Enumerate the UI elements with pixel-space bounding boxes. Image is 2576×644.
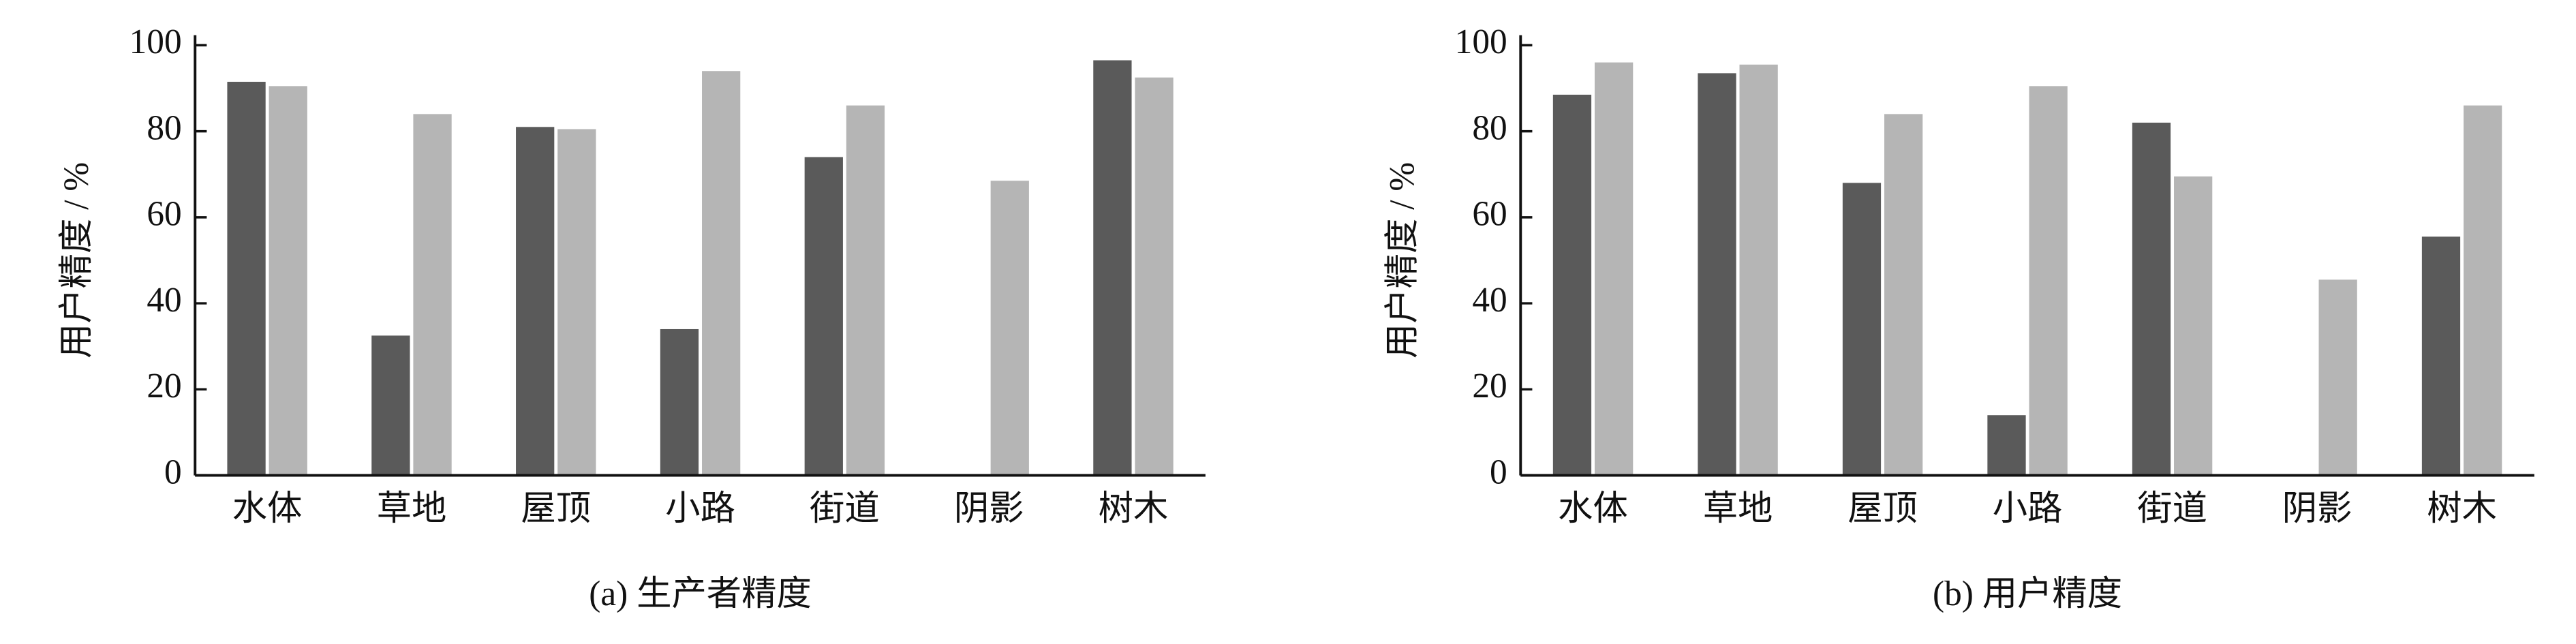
bar xyxy=(1842,183,1882,476)
x-tick-label: 树木 xyxy=(2427,489,2497,528)
x-tick-label: 阴影 xyxy=(2282,489,2352,528)
chart-caption: (b) 用户精度 xyxy=(1933,574,2122,613)
y-tick-label: 40 xyxy=(1472,281,1507,320)
y-tick-label: 80 xyxy=(1472,108,1507,147)
bar xyxy=(1987,415,2026,476)
bar xyxy=(2174,176,2213,476)
y-axis-label: 用户精度 / % xyxy=(57,162,96,358)
x-tick-label: 街道 xyxy=(810,489,880,528)
bar xyxy=(1093,60,1132,476)
x-tick-label: 水体 xyxy=(1558,489,1628,528)
x-tick-label: 小路 xyxy=(1993,489,2063,528)
bar xyxy=(846,105,885,476)
bar xyxy=(804,157,843,476)
bar xyxy=(1135,77,1174,476)
bar xyxy=(1552,94,1592,476)
bar xyxy=(1698,73,1736,476)
y-tick-label: 20 xyxy=(147,367,181,405)
bar xyxy=(702,71,741,476)
y-tick-label: 20 xyxy=(1472,367,1507,405)
bar xyxy=(1884,114,1923,476)
bar xyxy=(660,328,699,476)
x-tick-label: 树木 xyxy=(1099,489,1169,528)
bar xyxy=(2132,122,2171,476)
bar xyxy=(516,127,555,476)
y-axis-label: 用户精度 / % xyxy=(1383,162,1422,358)
bar xyxy=(2318,279,2357,476)
bar xyxy=(269,86,307,476)
bar xyxy=(2464,105,2502,476)
x-tick-label: 阴影 xyxy=(954,489,1024,528)
x-tick-label: 屋顶 xyxy=(521,489,591,528)
bar xyxy=(227,82,266,476)
x-tick-label: 草地 xyxy=(1703,489,1773,528)
x-tick-label: 水体 xyxy=(232,489,303,528)
bar xyxy=(990,181,1029,476)
chart-caption: (a) 生产者精度 xyxy=(589,574,812,613)
y-tick-label: 60 xyxy=(1472,195,1507,234)
y-tick-label: 0 xyxy=(164,453,182,491)
bar xyxy=(557,129,596,476)
bar xyxy=(413,114,452,476)
bar xyxy=(2421,236,2461,476)
x-tick-label: 草地 xyxy=(377,489,447,528)
x-tick-label: 屋顶 xyxy=(1847,489,1918,528)
y-tick-label: 100 xyxy=(129,22,182,61)
y-tick-label: 80 xyxy=(147,108,181,147)
x-tick-label: 小路 xyxy=(665,489,735,528)
y-tick-label: 60 xyxy=(147,195,181,234)
bar xyxy=(371,335,410,476)
bar xyxy=(2029,86,2068,476)
y-tick-label: 0 xyxy=(1490,453,1507,491)
x-tick-label: 街道 xyxy=(2137,489,2207,528)
bar xyxy=(1595,62,1634,476)
bar xyxy=(1739,64,1778,476)
y-tick-label: 40 xyxy=(147,281,181,320)
y-tick-label: 100 xyxy=(1455,22,1507,61)
